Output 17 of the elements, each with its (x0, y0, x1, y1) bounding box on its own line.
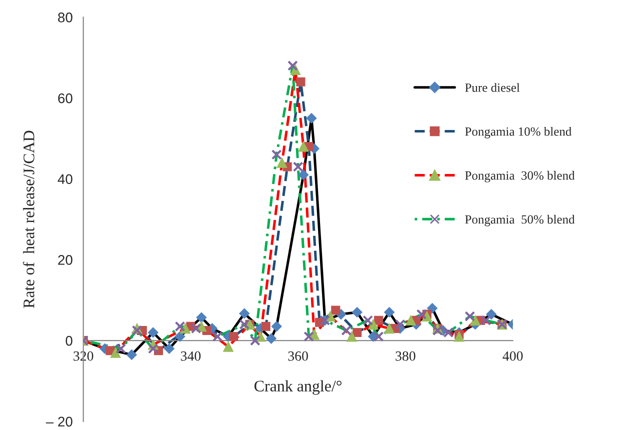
legend-label: Pongamia 30% blend (465, 170, 575, 182)
legend-label: Pongamia 10% blend (465, 126, 572, 138)
y-tick-label: 0 (66, 336, 72, 346)
x-tick-label: 340 (180, 351, 201, 361)
y-tick-label: 20 (58, 255, 72, 265)
x-tick-label: 360 (288, 351, 308, 361)
y-tick-label: 80 (58, 12, 72, 22)
x-tick-label: 380 (396, 351, 416, 361)
x-tick-label: 400 (502, 351, 523, 361)
y-tick-label: – 20 (46, 416, 72, 427)
y-tick-label: 40 (58, 174, 72, 184)
x-axis-title: Crank angle/° (254, 380, 342, 395)
legend-label: Pongamia 50% blend (465, 214, 575, 226)
x-tick-label: 320 (74, 351, 94, 361)
y-tick-label: 60 (58, 93, 72, 104)
y-axis-title: Rate of heat release/J/CAD (22, 130, 34, 308)
legend-label: Pure diesel (465, 83, 520, 92)
